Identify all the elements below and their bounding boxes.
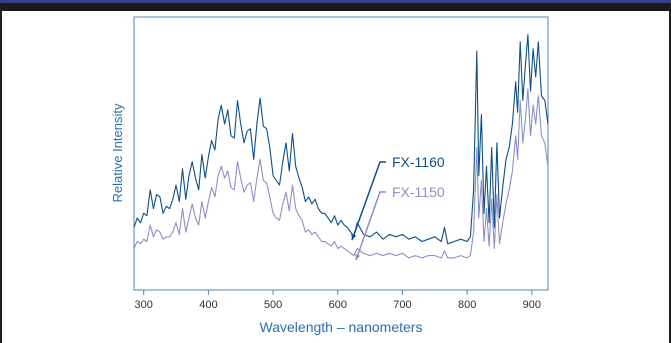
y-axis-label: Relative Intensity (110, 103, 125, 202)
x-tick-label: 600 (329, 299, 347, 311)
annotation-label: FX-1150 (392, 184, 445, 200)
series-layer (133, 34, 549, 259)
x-tick-label: 300 (135, 299, 153, 311)
annotation-label: FX-1160 (392, 154, 445, 170)
series-line-fx-1160 (133, 34, 549, 245)
x-tick-label: 800 (458, 299, 476, 311)
x-axis-ticks: 300 400 500 600 700 800 900 (135, 290, 541, 311)
plot-area-border (133, 16, 549, 291)
x-tick-label: 500 (264, 299, 282, 311)
annotation-arrowhead (355, 254, 361, 260)
x-axis-label: Wavelength – nanometers (260, 319, 423, 335)
x-tick-label: 400 (199, 299, 217, 311)
annotation-arrowhead (351, 234, 357, 240)
x-tick-label: 900 (523, 299, 541, 311)
series-line-fx-1150 (133, 88, 549, 259)
annotation-leader-line (355, 191, 386, 261)
x-tick-label: 700 (393, 299, 411, 311)
annotation-layer: FX-1160 FX-1150 (351, 154, 445, 261)
top-accent-bar (0, 0, 671, 3)
annotation-leader-line (351, 161, 386, 241)
